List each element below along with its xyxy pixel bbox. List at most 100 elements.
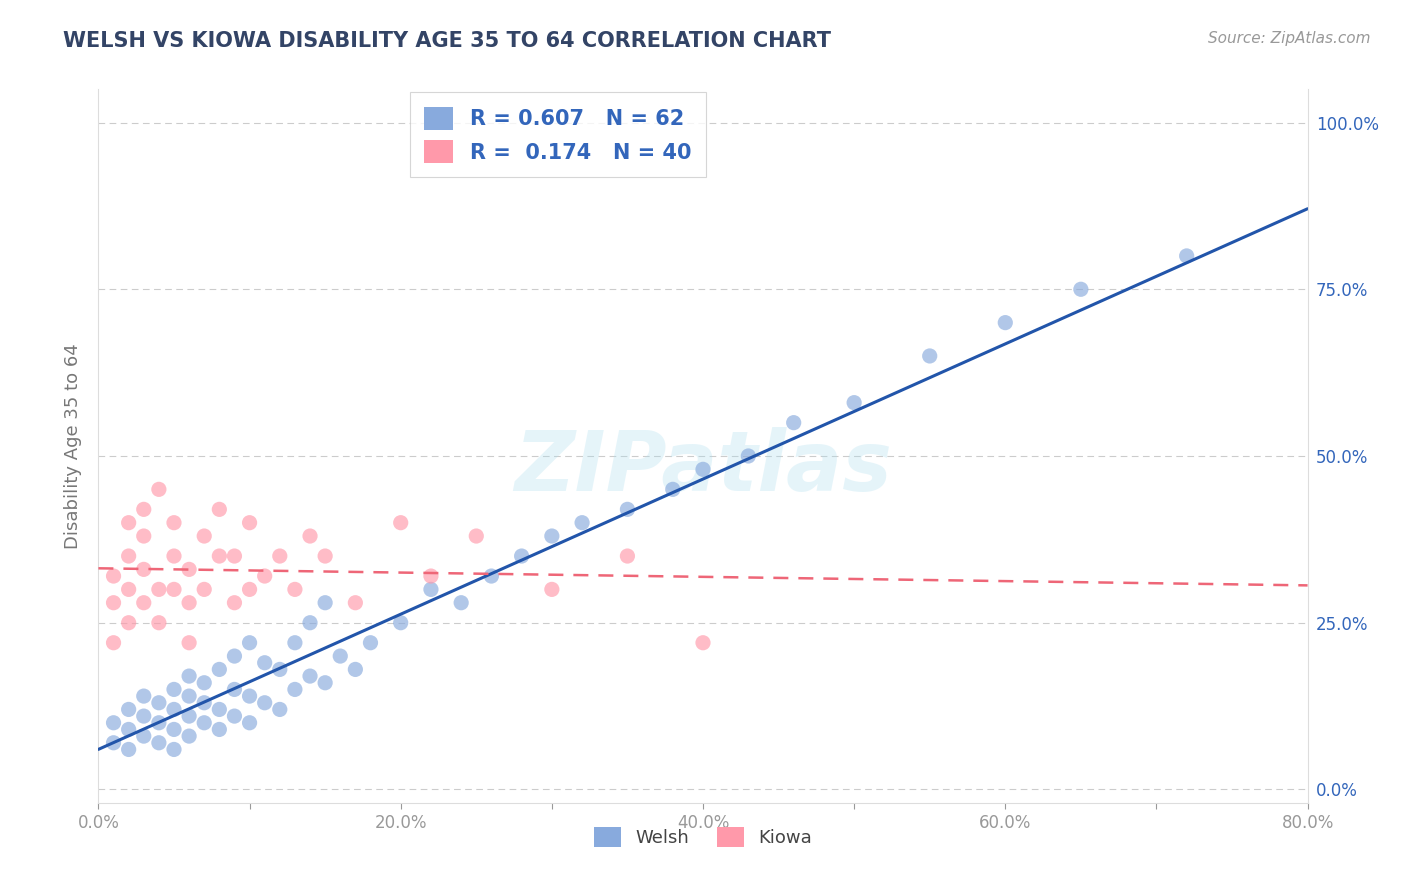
Y-axis label: Disability Age 35 to 64: Disability Age 35 to 64 xyxy=(65,343,83,549)
Point xyxy=(103,715,125,730)
Point xyxy=(103,569,125,583)
Point xyxy=(163,682,186,697)
Point xyxy=(179,596,201,610)
Point xyxy=(132,729,155,743)
Point xyxy=(193,529,215,543)
Point xyxy=(299,615,322,630)
Point xyxy=(118,615,141,630)
Point xyxy=(193,675,215,690)
Text: ZIPatlas: ZIPatlas xyxy=(515,427,891,508)
Point xyxy=(208,549,231,563)
Point xyxy=(179,669,201,683)
Point xyxy=(844,395,866,409)
Point xyxy=(193,696,215,710)
Point xyxy=(132,709,155,723)
Point xyxy=(179,636,201,650)
Point xyxy=(918,349,941,363)
Point xyxy=(360,636,382,650)
Point xyxy=(224,709,246,723)
Point xyxy=(179,562,201,576)
Point xyxy=(253,656,276,670)
Point xyxy=(299,669,322,683)
Point xyxy=(239,689,262,703)
Point xyxy=(148,582,170,597)
Point xyxy=(103,596,125,610)
Point xyxy=(616,549,638,563)
Point xyxy=(253,696,276,710)
Point xyxy=(163,702,186,716)
Point xyxy=(208,723,231,737)
Point xyxy=(118,742,141,756)
Point xyxy=(616,502,638,516)
Point xyxy=(193,715,215,730)
Point xyxy=(420,582,443,597)
Point xyxy=(239,715,262,730)
Point xyxy=(118,549,141,563)
Point xyxy=(540,529,562,543)
Legend: Welsh, Kiowa: Welsh, Kiowa xyxy=(586,820,820,855)
Point xyxy=(737,449,759,463)
Point xyxy=(661,483,683,497)
Point xyxy=(224,649,246,664)
Point xyxy=(132,502,155,516)
Point xyxy=(239,636,262,650)
Point xyxy=(1175,249,1198,263)
Point xyxy=(314,675,336,690)
Point xyxy=(994,316,1017,330)
Point xyxy=(163,549,186,563)
Point xyxy=(314,596,336,610)
Point xyxy=(344,662,367,676)
Point xyxy=(208,702,231,716)
Point xyxy=(208,502,231,516)
Point xyxy=(118,723,141,737)
Point xyxy=(450,596,472,610)
Point xyxy=(132,689,155,703)
Point xyxy=(783,416,806,430)
Point xyxy=(163,516,186,530)
Point xyxy=(510,549,533,563)
Point xyxy=(344,596,367,610)
Point xyxy=(239,516,262,530)
Point xyxy=(179,689,201,703)
Point xyxy=(239,582,262,597)
Point xyxy=(465,529,488,543)
Point xyxy=(284,636,307,650)
Point xyxy=(118,516,141,530)
Point xyxy=(389,516,412,530)
Point xyxy=(148,483,170,497)
Point xyxy=(269,662,291,676)
Point xyxy=(253,569,276,583)
Point xyxy=(163,742,186,756)
Point xyxy=(148,696,170,710)
Point xyxy=(148,736,170,750)
Point xyxy=(103,636,125,650)
Point xyxy=(481,569,503,583)
Text: Source: ZipAtlas.com: Source: ZipAtlas.com xyxy=(1208,31,1371,46)
Point xyxy=(284,682,307,697)
Point xyxy=(269,549,291,563)
Point xyxy=(148,715,170,730)
Point xyxy=(314,549,336,563)
Point xyxy=(540,582,562,597)
Point xyxy=(118,582,141,597)
Point xyxy=(692,636,714,650)
Point xyxy=(284,582,307,597)
Point xyxy=(132,529,155,543)
Point xyxy=(224,596,246,610)
Point xyxy=(163,723,186,737)
Point xyxy=(299,529,322,543)
Point xyxy=(571,516,593,530)
Point xyxy=(179,729,201,743)
Point xyxy=(329,649,352,664)
Point xyxy=(224,549,246,563)
Point xyxy=(692,462,714,476)
Point xyxy=(224,682,246,697)
Point xyxy=(103,736,125,750)
Point xyxy=(163,582,186,597)
Point xyxy=(148,615,170,630)
Point xyxy=(1070,282,1092,296)
Point xyxy=(389,615,412,630)
Point xyxy=(193,582,215,597)
Point xyxy=(179,709,201,723)
Text: WELSH VS KIOWA DISABILITY AGE 35 TO 64 CORRELATION CHART: WELSH VS KIOWA DISABILITY AGE 35 TO 64 C… xyxy=(63,31,831,51)
